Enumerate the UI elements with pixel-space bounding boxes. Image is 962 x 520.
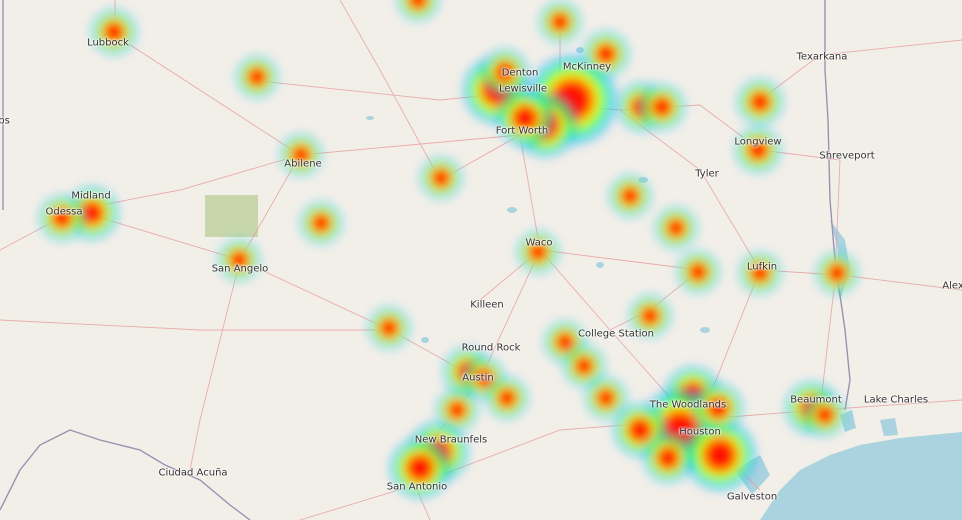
city-label-odessa: Odessa bbox=[45, 206, 83, 218]
heat-spot-san-angelo bbox=[217, 238, 261, 282]
city-label-san-angelo: San Angelo bbox=[211, 263, 269, 275]
heat-spot-houston-se bbox=[682, 417, 758, 493]
heat-spot-stephenville bbox=[419, 156, 463, 200]
park-area bbox=[205, 195, 258, 237]
city-label-alex: Alex bbox=[942, 280, 962, 292]
city-label-lewisville: Lewisville bbox=[498, 83, 548, 95]
heat-spot-mckinney bbox=[582, 30, 630, 78]
heat-spot-sealy bbox=[584, 376, 628, 420]
heat-spot-bastrop bbox=[485, 376, 529, 420]
heat-spot-lufkin bbox=[738, 251, 782, 295]
city-label-bs: bs bbox=[0, 115, 10, 127]
state-borders bbox=[0, 0, 851, 520]
heat-spot-central-west bbox=[367, 306, 411, 350]
city-label-new-braunfels: New Braunfels bbox=[414, 434, 488, 446]
heat-spot-pasadena bbox=[692, 382, 744, 434]
city-label-longview: Longview bbox=[734, 136, 782, 148]
heat-spot-jasper bbox=[815, 251, 859, 295]
heat-spot-fort-worth bbox=[495, 88, 555, 148]
gulf-water bbox=[760, 432, 962, 520]
city-label-austin: Austin bbox=[462, 372, 494, 384]
city-label-tyler: Tyler bbox=[695, 168, 719, 180]
heat-spot-houston-s bbox=[642, 432, 694, 484]
heat-spot-wichita-area bbox=[235, 55, 279, 99]
city-label-houston: Houston bbox=[679, 426, 721, 438]
city-label-killeen: Killeen bbox=[470, 299, 504, 311]
heat-spot-east-texas bbox=[654, 206, 698, 250]
lake-calcasieu bbox=[880, 418, 898, 436]
city-label-shreveport: Shreveport bbox=[819, 150, 875, 162]
heat-spot-abilene bbox=[279, 133, 323, 177]
heat-spot-san-antonio bbox=[388, 436, 452, 500]
city-label-beaumont: Beaumont bbox=[790, 394, 842, 406]
city-label-round-rock: Round Rock bbox=[461, 342, 521, 354]
heat-spot-waco bbox=[516, 230, 560, 274]
city-label-ciudad-acuna: Ciudad Acuña bbox=[158, 467, 228, 479]
heat-spot-odessa bbox=[38, 194, 86, 242]
heat-spot-denton-2 bbox=[481, 48, 529, 96]
city-label-mckinney: McKinney bbox=[562, 61, 612, 73]
city-label-lufkin: Lufkin bbox=[746, 261, 778, 273]
city-label-the-woodlands: The Woodlands bbox=[649, 399, 727, 411]
heat-spot-san-marcos bbox=[435, 388, 479, 432]
city-label-fort-worth: Fort Worth bbox=[495, 125, 549, 137]
city-label-lake-charles: Lake Charles bbox=[863, 394, 929, 406]
city-label-denton: Denton bbox=[501, 67, 539, 79]
heat-spot-rockwall-2 bbox=[638, 83, 686, 131]
heat-spot-brownwood bbox=[299, 201, 343, 245]
heat-spot-tyler-w bbox=[608, 174, 652, 218]
heat-spot-lubbock bbox=[90, 8, 138, 56]
heat-spot-sherman bbox=[538, 0, 582, 44]
heat-spot-longview bbox=[734, 126, 782, 174]
heat-spot-longview-n bbox=[736, 78, 784, 126]
heat-spot-north-top bbox=[396, 0, 440, 22]
city-label-san-antonio: San Antonio bbox=[386, 481, 448, 493]
city-label-midland: Midland bbox=[71, 190, 111, 202]
city-label-waco: Waco bbox=[525, 237, 553, 249]
heat-spot-palestine bbox=[676, 250, 720, 294]
city-label-college-station: College Station bbox=[577, 328, 655, 340]
city-label-lubbock: Lubbock bbox=[87, 37, 129, 49]
heat-spot-brenham bbox=[562, 344, 606, 388]
heat-spot-college-station bbox=[628, 294, 672, 338]
heat-spot-beaumont-2 bbox=[803, 393, 847, 437]
city-label-abilene: Abilene bbox=[284, 158, 322, 170]
city-label-galveston: Galveston bbox=[726, 491, 778, 503]
city-label-texarkana: Texarkana bbox=[796, 51, 848, 63]
